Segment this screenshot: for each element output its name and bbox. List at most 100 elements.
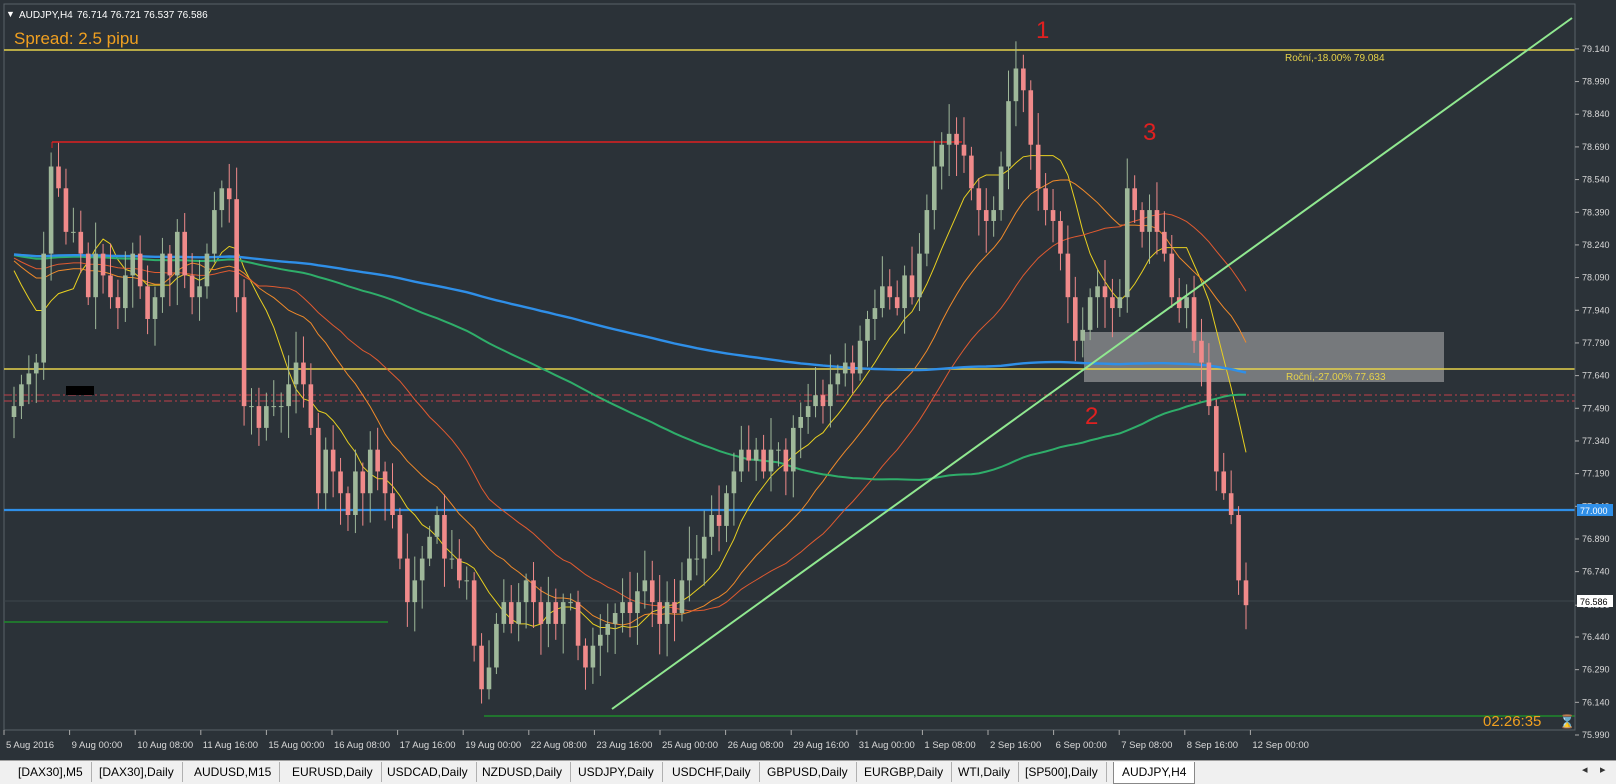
candle-body [983,210,989,221]
candle-body [405,558,410,603]
annotation-2: 2 [1085,403,1098,430]
candle-body [635,591,640,614]
candle-body [724,493,729,526]
time-tick-label: 31 Aug 00:00 [859,740,915,751]
candle-body [182,231,187,276]
time-axis[interactable]: 5 Aug 2016 9 Aug 00:00 10 Aug 08:00 11 Aug … [3,730,1309,751]
tab-audjpy-h4[interactable]: AUDJPY,H4 [1113,762,1196,784]
candle-body [1058,220,1063,254]
time-tick-label: 16 Aug 08:00 [334,740,390,751]
candle-body [731,471,737,494]
candle-body [701,536,707,559]
candle-body [271,406,277,408]
candle-body [627,602,633,614]
candle-body [249,406,254,408]
candle-body [56,166,61,189]
candle-body [11,406,17,417]
time-tick-label: 11 Aug 16:00 [203,740,258,751]
tab-sp500-daily[interactable]: [SP500],Daily [1017,762,1107,782]
header-symbol: AUDJPY,H4 [19,10,73,21]
candle-body [1236,515,1241,581]
candle-body [241,297,247,407]
uptrend-line[interactable] [611,17,1573,710]
candle-body [471,580,477,646]
candle-body [746,449,752,461]
candle-body [865,318,870,341]
time-tick-label: 12 Sep 00:00 [1252,740,1309,751]
candle-body [308,384,314,428]
candle-body [145,286,150,319]
tab-usdchf-daily[interactable]: USDCHF,Daily [664,762,760,782]
bar-timer: 02:26:35 [1483,713,1541,730]
candle-body [457,558,462,581]
candle-body [1065,253,1071,298]
candle-body [256,406,262,428]
candle-body [234,199,239,298]
tabs-scroll-left-icon[interactable]: ◂ [1582,764,1588,776]
price-chart[interactable]: ▼ AUDJPY,H4 76.714 76.721 76.537 76.586 … [0,0,1616,760]
candle-body [716,515,722,526]
tab-wti-daily[interactable]: WTI,Daily [950,762,1019,782]
candle-body [48,166,54,254]
tab-usdjpy-daily[interactable]: USDJPY,Daily [570,762,663,782]
candle-body [887,286,893,298]
candle-body [78,231,84,254]
candle-body [204,253,210,287]
tab-dax30-daily[interactable]: [DAX30],Daily [91,762,183,782]
candle-body [1132,188,1137,211]
candle-body [523,580,529,603]
candle-body [93,253,98,298]
candle-body [813,395,818,407]
candle-body [293,362,299,385]
tab-eurgbp-daily[interactable]: EURGBP,Daily [856,762,953,782]
tab-gbpusd-daily[interactable]: GBPUSD,Daily [759,762,857,782]
collapse-arrow-icon[interactable]: ▼ [6,9,15,19]
candle-body [739,449,744,472]
chart-tab-bar: [DAX30],M5 [DAX30],Daily AUDUSD,M15 EURU… [0,760,1616,784]
candle-body [375,449,380,472]
candle-body [442,515,447,559]
candle-body [709,515,714,537]
candle-body [575,602,581,646]
time-tick-label: 9 Aug 00:00 [72,740,123,751]
tabs-scroll-right-icon[interactable]: ▸ [1600,764,1606,776]
candle-body [1206,362,1212,407]
candle-body [19,384,24,407]
price-tick-label: 78.690 [1582,142,1610,152]
time-tick-label: 6 Sep 00:00 [1056,740,1107,751]
candle-body [1124,188,1130,298]
candle-body [360,471,366,494]
candle-body [642,580,648,592]
candle-body [783,449,789,472]
tab-audusd-m15[interactable]: AUDUSD,M15 [186,762,281,782]
tab-dax30-m5[interactable]: [DAX30],M5 [10,762,92,782]
candle-body [768,449,774,472]
candle-body [115,297,121,309]
candle-body [805,406,811,417]
candle-body [590,645,596,668]
candle-body [33,362,39,374]
price-tick-label: 77.640 [1582,371,1610,381]
price-tick-label: 78.240 [1582,240,1610,250]
chart-window[interactable]: ▼ AUDJPY,H4 76.714 76.721 76.537 76.586 … [0,0,1616,760]
candle-body [991,210,996,221]
price-tick-label: 76.290 [1582,665,1610,675]
candle-body [553,602,559,624]
candle-body [367,449,373,494]
tab-usdcad-daily[interactable]: USDCAD,Daily [379,762,477,782]
candle-body [412,580,418,603]
candle-body [998,166,1004,211]
candle-body [278,406,284,408]
tab-nzdusd-daily[interactable]: NZDUSD,Daily [474,762,572,782]
candle-body [931,166,937,211]
time-tick-label: 22 Aug 08:00 [531,740,587,751]
annual-high-label: Roční,-18.00% 79.084 [1285,53,1385,64]
supply-zone-rectangle[interactable] [1084,332,1444,382]
tab-eurusd-daily[interactable]: EURUSD,Daily [284,762,382,782]
price-tick-label: 77.340 [1582,436,1610,446]
candle-body [167,253,173,276]
annotation-1: 1 [1036,17,1049,44]
hourglass-icon: ⌛ [1559,714,1575,729]
time-tick-label: 1 Sep 08:00 [924,740,975,751]
candle-body [1087,297,1093,330]
